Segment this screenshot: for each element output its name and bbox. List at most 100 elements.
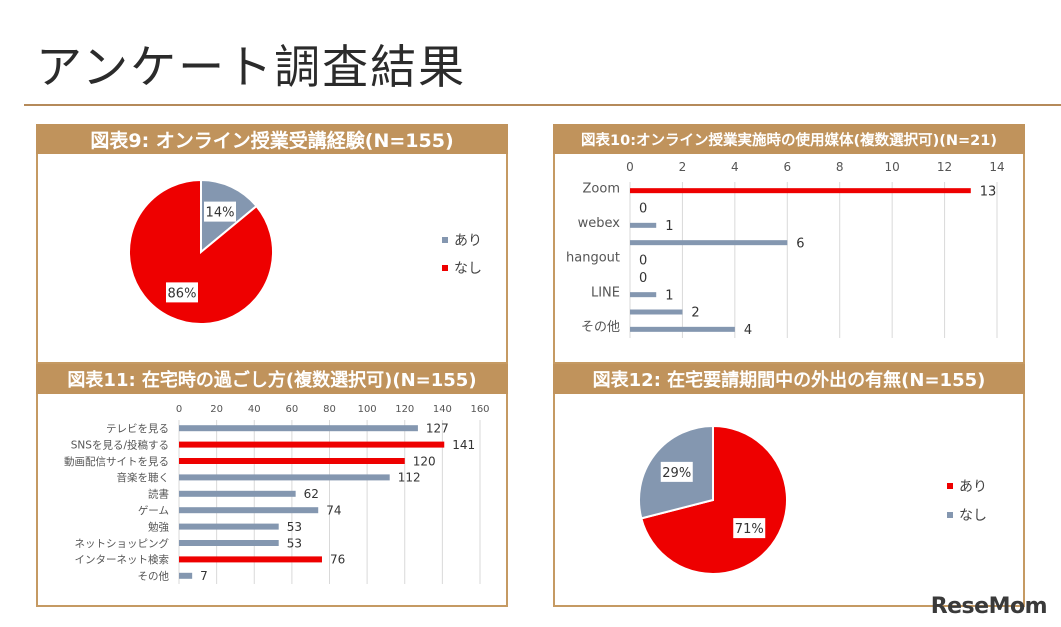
legend-swatch-icon — [947, 512, 953, 518]
data-label: 13 — [980, 184, 997, 199]
x-tick-label: 14 — [989, 160, 1004, 174]
data-label: 74 — [326, 504, 341, 518]
chart-title-fig11: 図表11: 在宅時の過ごし方(複数選択可)(N=155) — [36, 364, 508, 394]
data-label: 6 — [796, 236, 804, 251]
data-label: 0 — [639, 271, 647, 286]
panel-fig10: 図表10:オンライン授業実施時の使用媒体(複数選択可)(N=21) 0 2 4 6 8 1… — [553, 124, 1025, 364]
legend-item-fig9-0: あり — [442, 230, 482, 250]
panel-fig9: 図表9: オンライン授業受講経験(N=155) 14% 86% あり なし — [36, 124, 508, 364]
bar-chart-fig11: 0 20 40 60 80 100 120 140 160 127 テレビを見る 141 SNSを見る/… — [64, 404, 490, 584]
legend-swatch-icon — [947, 483, 953, 489]
x-tick-label: 2 — [679, 160, 687, 174]
data-label: 62 — [304, 487, 319, 501]
x-tick-label: 60 — [286, 404, 299, 415]
category-label: 読書 — [148, 488, 169, 501]
fig12-data-label-bg — [660, 461, 693, 482]
bar-2 — [630, 222, 657, 228]
x-tick-label: 120 — [395, 404, 414, 415]
chart-title-fig10: 図表10:オンライン授業実施時の使用媒体(複数選択可)(N=21) — [553, 124, 1025, 154]
category-label: 勉強 — [148, 520, 169, 533]
category-label: その他 — [581, 320, 620, 335]
data-label: 1 — [665, 219, 673, 234]
category-label: Zoom — [583, 181, 620, 196]
legend-item-fig9-1: なし — [442, 258, 482, 278]
panel-fig12: 図表12: 在宅要請期間中の外出の有無(N=155) 71% 29% あり なし — [553, 364, 1025, 607]
bar-7 — [630, 309, 683, 315]
data-label: 4 — [744, 323, 752, 338]
bar-6 — [630, 292, 657, 298]
bar-5 — [179, 507, 319, 514]
bar-6 — [179, 523, 279, 530]
category-label: webex — [578, 216, 621, 231]
title-divider — [24, 104, 1061, 106]
x-tick-label: 12 — [937, 160, 952, 174]
fig9-data-label-bg — [165, 282, 198, 303]
x-tick-label: 160 — [470, 404, 489, 415]
data-label: 53 — [287, 520, 302, 534]
bar-4 — [179, 490, 296, 497]
bar-8 — [179, 556, 322, 563]
watermark-text: ReseMom — [930, 594, 1048, 619]
legend-label: なし — [959, 508, 987, 524]
category-label: 音楽を聴く — [117, 471, 170, 484]
x-tick-label: 140 — [433, 404, 452, 415]
fig12-data-label-0: 71% — [735, 522, 764, 537]
fig9-data-label-0: 14% — [206, 206, 235, 221]
x-tick-label: 10 — [885, 160, 900, 174]
fig12-data-label-bg — [733, 518, 766, 539]
category-label: インターネット検索 — [75, 553, 170, 566]
bar-3 — [179, 474, 390, 481]
legend-item-fig12-0: あり — [947, 476, 987, 496]
data-label: 53 — [287, 536, 302, 550]
bar-0 — [630, 188, 971, 194]
data-label: 120 — [413, 454, 436, 468]
pie-chart-fig9: 14% 86% — [128, 178, 274, 325]
pie-chart-fig12: 71% 29% — [638, 424, 788, 575]
category-label: LINE — [591, 285, 620, 300]
bar-3 — [630, 240, 788, 246]
bar-0 — [179, 425, 418, 432]
category-label: 動画配信サイトを見る — [64, 455, 169, 468]
fig9-data-label-bg — [204, 201, 237, 222]
x-tick-label: 6 — [783, 160, 791, 174]
panel-fig11: 図表11: 在宅時の過ごし方(複数選択可)(N=155) 0 20 40 60 80 10… — [36, 364, 508, 607]
category-label: hangout — [566, 251, 620, 266]
x-tick-label: 0 — [176, 404, 182, 415]
data-label: 127 — [426, 422, 449, 436]
bar-7 — [179, 540, 279, 546]
resemom-logo: ReseMom — [930, 594, 1048, 619]
bar-1 — [179, 441, 445, 448]
data-label: 0 — [639, 202, 647, 217]
x-tick-label: 4 — [731, 160, 739, 174]
x-tick-label: 8 — [836, 160, 844, 174]
category-label: その他 — [138, 570, 170, 583]
fig9-data-label-1: 86% — [168, 286, 197, 301]
fig9-slice-1 — [128, 178, 274, 325]
x-tick-label: 20 — [210, 404, 223, 415]
data-label: 76 — [330, 553, 345, 567]
category-label: SNSを見る/投稿する — [71, 438, 169, 451]
bar-9 — [179, 572, 193, 579]
bar-2 — [179, 458, 405, 464]
legend-item-fig12-1: なし — [947, 505, 987, 525]
bar-8 — [630, 326, 735, 332]
legend-label: あり — [454, 233, 482, 249]
legend-label: なし — [454, 261, 482, 277]
category-label: テレビを見る — [106, 423, 169, 435]
x-tick-label: 80 — [323, 404, 336, 415]
data-label: 0 — [639, 254, 647, 269]
x-tick-label: 100 — [358, 404, 377, 415]
legend-swatch-icon — [442, 237, 448, 243]
x-tick-label: 40 — [248, 404, 261, 415]
chart-title-fig12: 図表12: 在宅要請期間中の外出の有無(N=155) — [553, 364, 1025, 394]
data-label: 141 — [452, 438, 475, 452]
category-label: ゲーム — [138, 505, 169, 517]
page-title: アンケート調査結果 — [36, 40, 467, 94]
data-label: 7 — [200, 569, 208, 583]
category-label: ネットショッピング — [75, 537, 170, 550]
legend-swatch-icon — [442, 265, 448, 271]
chart-title-fig9: 図表9: オンライン授業受講経験(N=155) — [36, 124, 508, 154]
legend-label: あり — [959, 479, 987, 495]
bar-chart-fig10: 0 2 4 6 8 10 12 14 13 Zoom 0 1 webex 6 0 hangout 0 1 LINE 2… — [566, 160, 1005, 338]
fig12-data-label-1: 29% — [662, 466, 691, 481]
